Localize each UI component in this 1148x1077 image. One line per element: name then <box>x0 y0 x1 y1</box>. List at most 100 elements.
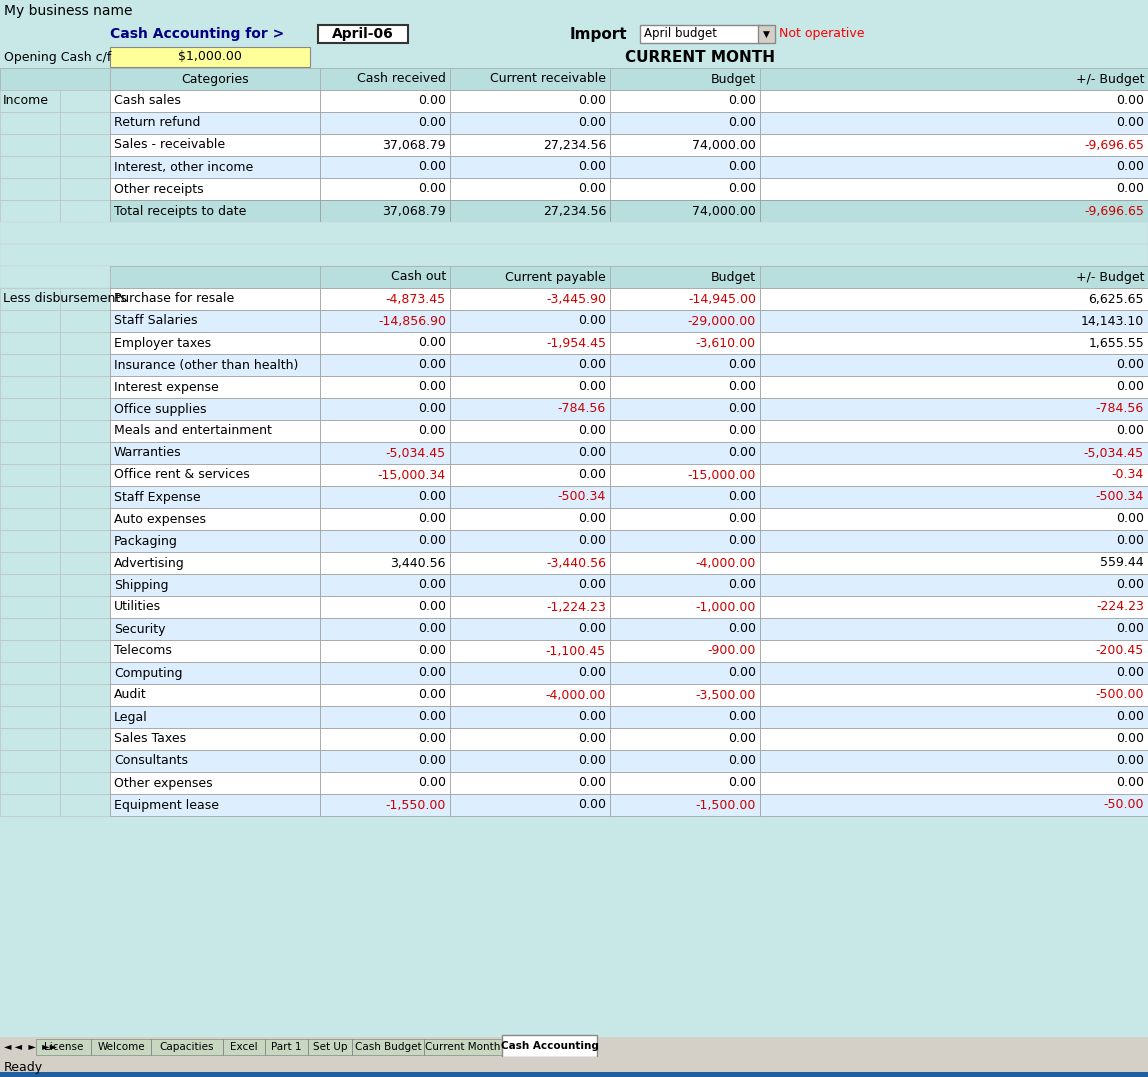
Bar <box>610 200 760 222</box>
Bar <box>760 178 1148 200</box>
Text: 0.00: 0.00 <box>577 468 606 481</box>
Bar <box>450 178 610 200</box>
Bar <box>0 0 1148 22</box>
Bar <box>320 618 450 640</box>
Text: 0.00: 0.00 <box>728 667 757 680</box>
Bar <box>760 398 1148 420</box>
Bar <box>110 288 320 310</box>
Bar <box>450 707 610 728</box>
Bar <box>0 464 60 486</box>
Bar <box>110 464 320 486</box>
Bar <box>152 1039 223 1055</box>
Bar <box>0 354 60 376</box>
Bar <box>610 266 760 288</box>
Bar <box>610 288 760 310</box>
Bar <box>760 618 1148 640</box>
Bar <box>760 640 1148 662</box>
Bar <box>610 398 760 420</box>
Text: 0.00: 0.00 <box>418 732 447 745</box>
Text: Computing: Computing <box>114 667 183 680</box>
Bar <box>320 794 450 816</box>
Bar <box>320 420 450 442</box>
Text: 0.00: 0.00 <box>418 380 447 393</box>
Bar <box>0 178 60 200</box>
Bar <box>110 332 320 354</box>
Bar <box>110 750 320 772</box>
Text: Capacities: Capacities <box>160 1043 215 1052</box>
Bar <box>450 90 610 112</box>
Text: 0.00: 0.00 <box>1116 424 1145 437</box>
Bar <box>110 310 320 332</box>
Bar <box>0 1037 1148 1057</box>
Text: 0.00: 0.00 <box>418 755 447 768</box>
Bar <box>0 222 1148 244</box>
Bar <box>0 794 60 816</box>
Bar <box>610 464 760 486</box>
Bar <box>320 684 450 707</box>
Bar <box>60 596 110 618</box>
Text: -14,856.90: -14,856.90 <box>378 314 447 327</box>
Bar <box>760 662 1148 684</box>
Bar <box>760 134 1148 156</box>
Text: -1,954.45: -1,954.45 <box>546 336 606 350</box>
Bar <box>60 618 110 640</box>
Text: 0.00: 0.00 <box>577 116 606 129</box>
Bar <box>0 244 1148 266</box>
Bar <box>450 68 610 90</box>
Text: 0.00: 0.00 <box>728 777 757 789</box>
Bar <box>450 288 610 310</box>
Bar <box>0 486 60 508</box>
Bar <box>110 662 320 684</box>
Bar <box>60 684 110 707</box>
Text: 0.00: 0.00 <box>577 447 606 460</box>
Bar <box>110 728 320 750</box>
Text: -1,224.23: -1,224.23 <box>546 601 606 614</box>
Text: 74,000.00: 74,000.00 <box>692 139 757 152</box>
Text: 0.00: 0.00 <box>1116 755 1145 768</box>
Bar <box>110 47 310 67</box>
Bar <box>0 640 60 662</box>
Bar <box>110 156 320 178</box>
Text: -1,100.45: -1,100.45 <box>546 644 606 657</box>
Text: -4,873.45: -4,873.45 <box>386 293 447 306</box>
Bar <box>760 596 1148 618</box>
Text: Current payable: Current payable <box>505 270 606 283</box>
Bar <box>60 553 110 574</box>
Text: -3,500.00: -3,500.00 <box>696 688 757 701</box>
Text: Auto expenses: Auto expenses <box>114 513 205 526</box>
Text: Equipment lease: Equipment lease <box>114 798 219 811</box>
Bar <box>60 134 110 156</box>
Text: 0.00: 0.00 <box>577 777 606 789</box>
Bar <box>320 707 450 728</box>
Bar <box>610 376 760 398</box>
Text: -500.00: -500.00 <box>1095 688 1145 701</box>
Text: -784.56: -784.56 <box>1095 403 1145 416</box>
Bar <box>760 486 1148 508</box>
Text: 0.00: 0.00 <box>1116 160 1145 173</box>
Text: 0.00: 0.00 <box>577 380 606 393</box>
Bar <box>450 332 610 354</box>
Bar <box>320 112 450 134</box>
Bar <box>320 200 450 222</box>
Bar <box>320 508 450 530</box>
Text: -900.00: -900.00 <box>707 644 757 657</box>
Bar <box>450 398 610 420</box>
Text: 1,655.55: 1,655.55 <box>1088 336 1145 350</box>
Text: Meals and entertainment: Meals and entertainment <box>114 424 272 437</box>
Text: 0.00: 0.00 <box>577 182 606 196</box>
Bar <box>760 442 1148 464</box>
Text: 0.00: 0.00 <box>577 667 606 680</box>
Bar <box>0 420 60 442</box>
Text: 0.00: 0.00 <box>728 578 757 591</box>
Bar <box>610 684 760 707</box>
Bar <box>320 332 450 354</box>
Text: 0.00: 0.00 <box>577 314 606 327</box>
Bar <box>60 398 110 420</box>
Text: 0.00: 0.00 <box>728 160 757 173</box>
Bar <box>320 728 450 750</box>
Bar <box>320 596 450 618</box>
Bar <box>110 354 320 376</box>
Bar <box>450 442 610 464</box>
Text: 0.00: 0.00 <box>418 160 447 173</box>
Bar <box>110 486 320 508</box>
